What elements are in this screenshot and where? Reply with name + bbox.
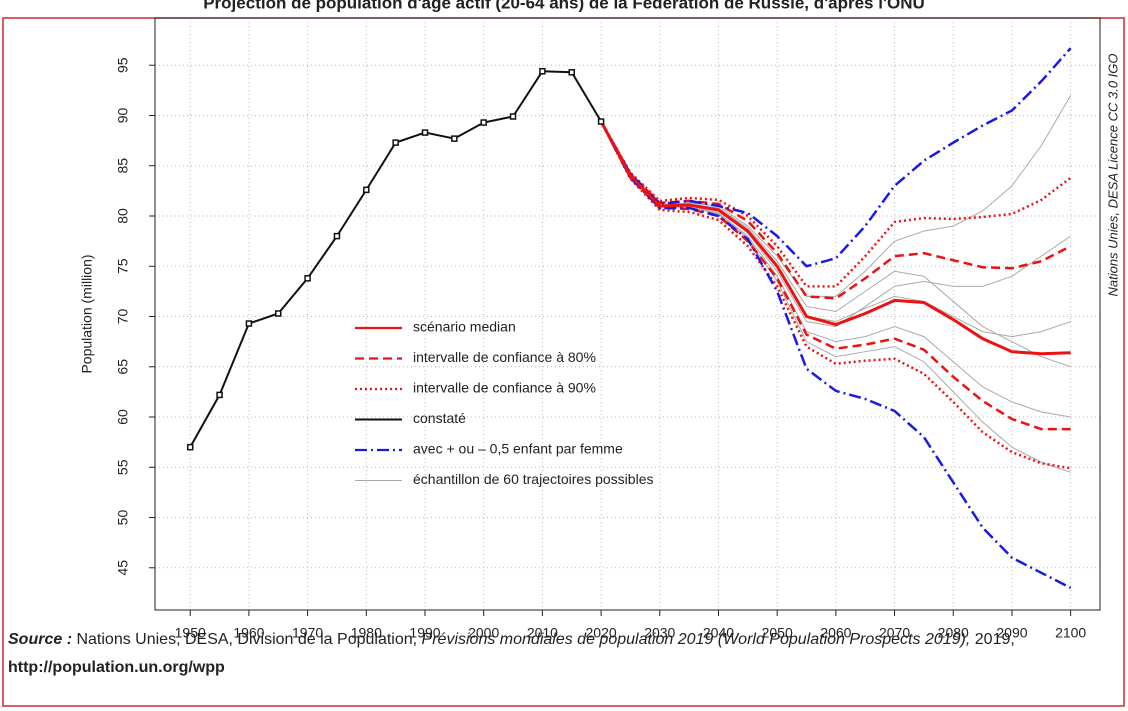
x-tick-label: 1970 xyxy=(292,625,323,641)
point-marker xyxy=(509,113,517,120)
plot-box xyxy=(154,17,1101,611)
series-line xyxy=(600,95,1072,297)
x-tick-label: 2060 xyxy=(820,625,851,641)
x-tick-label: 2080 xyxy=(938,625,969,641)
source-publication: Prévisions mondiales de population 2019 … xyxy=(421,631,971,648)
x-tick-label: 2100 xyxy=(1055,625,1086,641)
y-tick-label: 90 xyxy=(115,107,131,123)
point-marker xyxy=(392,139,399,146)
point-marker xyxy=(539,68,546,75)
series-line xyxy=(599,120,1072,300)
series-line xyxy=(599,120,1072,589)
legend-label: échantillon de 60 trajectoires possibles xyxy=(413,471,653,487)
y-tick-label: 50 xyxy=(115,510,131,526)
source-year: 2019, xyxy=(974,631,1015,648)
legend-label: constaté xyxy=(413,410,466,426)
source-url: http://population.un.org/wpp xyxy=(8,659,225,676)
series-line xyxy=(600,121,1071,338)
point-marker xyxy=(421,129,429,136)
y-tick-label: 75 xyxy=(115,258,131,274)
point-marker xyxy=(480,119,487,126)
source: Source : Nations Unies, DESA, Division d… xyxy=(8,626,1118,682)
legend-label: intervalle de confiance à 80% xyxy=(413,349,596,365)
x-tick-label: 2090 xyxy=(996,625,1027,641)
series-line xyxy=(599,47,1072,268)
legend-label: intervalle de confiance à 90% xyxy=(413,380,596,396)
y-axis-label: Population (million) xyxy=(79,254,95,373)
x-tick-label: 2050 xyxy=(762,625,793,641)
series-line xyxy=(600,121,1071,473)
y-tick-label: 60 xyxy=(115,409,131,425)
point-marker xyxy=(363,186,370,194)
point-marker xyxy=(333,232,341,240)
x-tick-label: 2030 xyxy=(644,625,675,641)
series-line xyxy=(599,120,1071,356)
point-marker xyxy=(451,135,458,142)
y-tick-label: 80 xyxy=(115,208,131,224)
lines xyxy=(186,47,1072,589)
x-tick-label: 2070 xyxy=(879,625,910,641)
y-tick-label: 85 xyxy=(115,158,131,174)
point-marker xyxy=(568,69,575,76)
x-tick-label: 2020 xyxy=(586,625,617,641)
y-tick-label: 45 xyxy=(115,560,131,576)
y-tick-label: 95 xyxy=(115,57,131,73)
grid: 1950 1960 1970 1980 1990 2000 2010 2020 2030 2040… xyxy=(115,18,1100,641)
x-tick-label: 1950 xyxy=(175,625,206,641)
legend: scénario median intervalle de confiance à… xyxy=(355,319,653,487)
point-marker xyxy=(304,275,311,282)
legend-label: avec + ou – 0,5 enfant par femme xyxy=(413,441,623,457)
x-tick-label: 1980 xyxy=(351,625,382,641)
source-label: Source : xyxy=(8,631,73,648)
point-marker xyxy=(245,320,253,327)
series-line xyxy=(599,120,1071,470)
x-tick-label: 2000 xyxy=(468,625,499,641)
y-tick-label: 65 xyxy=(115,359,131,375)
x-tick-label: 1990 xyxy=(409,625,440,641)
side-note: Nations Unies, DESA Licence CC 3.0 IGO xyxy=(1105,53,1120,296)
y-tick-label: 70 xyxy=(115,309,131,325)
point-marker xyxy=(216,391,223,399)
x-tick-label: 2040 xyxy=(703,625,734,641)
point-marker xyxy=(186,443,194,451)
y-tick-label: 55 xyxy=(115,459,131,475)
legend-label: scénario median xyxy=(413,319,516,335)
x-tick-label: 2010 xyxy=(527,625,558,641)
source-text: Nations Unies, DESA, Division de la Popu… xyxy=(76,631,418,648)
chart-title: Projection de population d'âge actif (20… xyxy=(203,0,925,12)
point-marker xyxy=(275,310,282,317)
x-tick-label: 1960 xyxy=(233,625,264,641)
point-marker xyxy=(597,118,605,125)
